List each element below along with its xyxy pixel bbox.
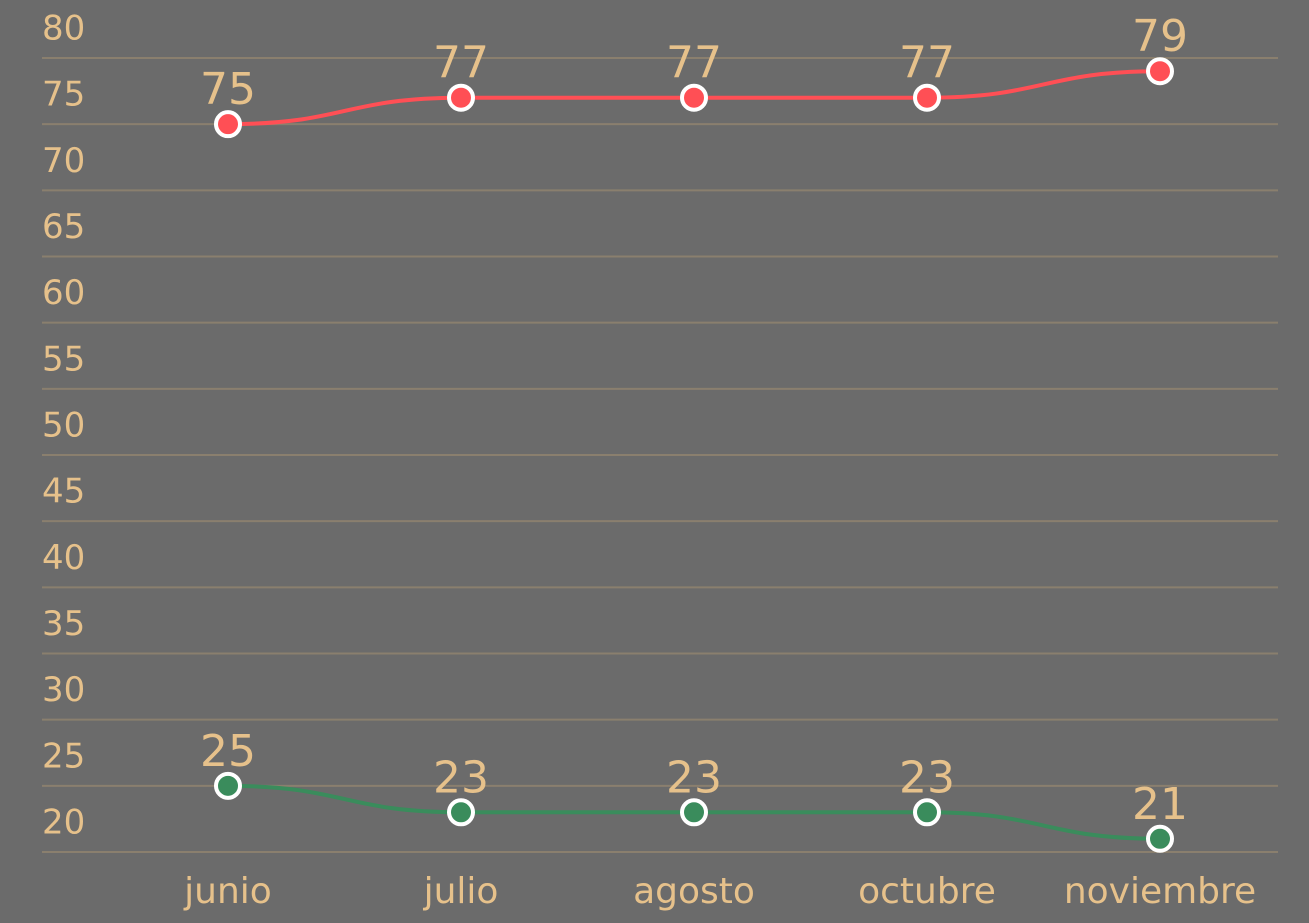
point — [1146, 824, 1174, 853]
y-tick-label: 25 — [42, 736, 85, 776]
data-label: 77 — [433, 38, 489, 89]
x-tick-label: julio — [423, 871, 499, 912]
data-label: 23 — [433, 752, 489, 803]
data-label: 23 — [666, 752, 722, 803]
y-tick-label: 65 — [42, 207, 85, 247]
data-label: 79 — [1132, 11, 1188, 62]
x-tick-label: octubre — [858, 871, 996, 912]
y-tick-label: 40 — [42, 538, 85, 578]
y-tick-label: 60 — [42, 273, 85, 313]
y-tick-label: 20 — [42, 803, 85, 843]
y-tick-label: 30 — [42, 670, 85, 710]
y-tick-label: 50 — [42, 406, 85, 446]
x-tick-label: junio — [183, 871, 272, 912]
point — [214, 110, 242, 139]
y-tick-label: 55 — [42, 339, 85, 379]
data-label: 77 — [666, 38, 722, 89]
point — [214, 771, 242, 800]
y-tick-label: 75 — [42, 75, 85, 115]
x-tick-label: noviembre — [1064, 871, 1256, 912]
point — [447, 83, 475, 112]
point — [1146, 57, 1174, 86]
point — [913, 798, 941, 827]
data-label: 21 — [1132, 779, 1188, 830]
x-tick-label: agosto — [633, 871, 755, 912]
point — [680, 83, 708, 112]
data-label: 75 — [200, 64, 256, 115]
y-tick-label: 80 — [42, 9, 85, 49]
point — [680, 798, 708, 827]
y-tick-label: 45 — [42, 472, 85, 512]
data-label: 77 — [899, 38, 955, 89]
point — [913, 83, 941, 112]
data-label: 25 — [200, 726, 256, 777]
data-label: 23 — [899, 752, 955, 803]
y-tick-label: 35 — [42, 604, 85, 644]
point — [447, 798, 475, 827]
y-tick-label: 70 — [42, 141, 85, 181]
